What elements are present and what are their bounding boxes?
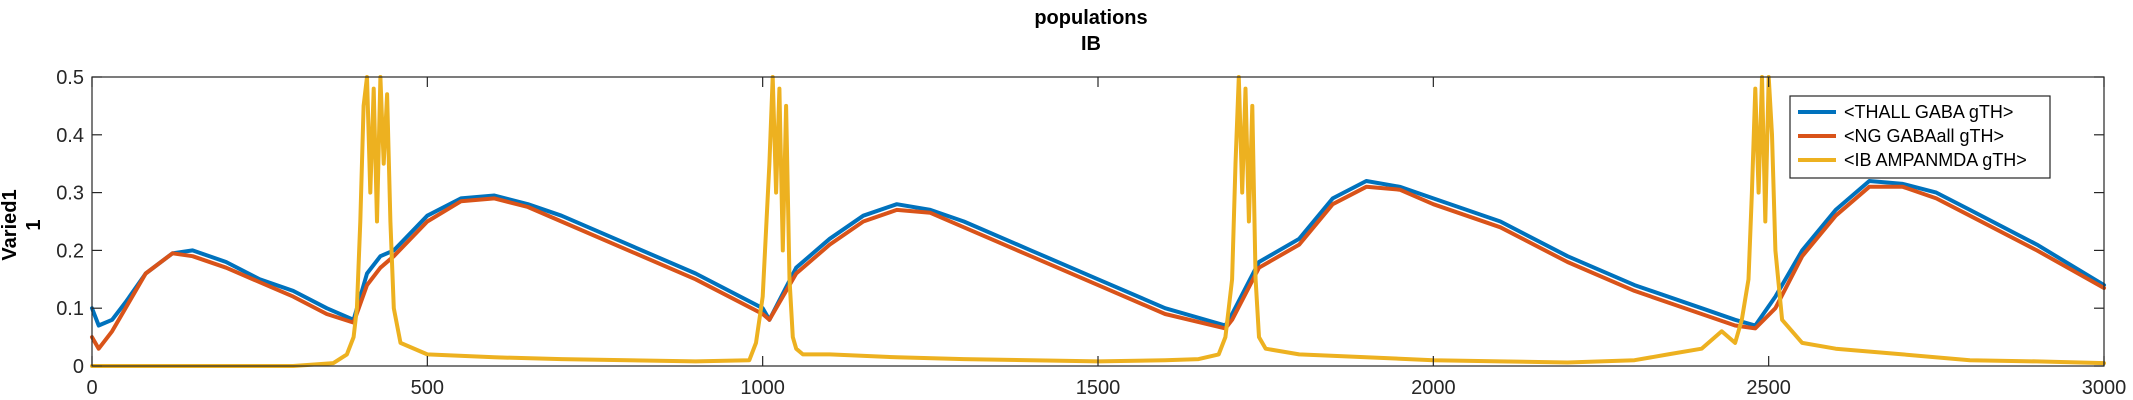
chart-title-line-1: populations [1034, 7, 1147, 29]
x-tick-label: 2000 [1411, 377, 1456, 399]
y-tick-label: 0 [73, 356, 84, 378]
legend-label-3: <IB AMPANMDA gTH> [1844, 150, 2027, 170]
x-tick-label: 0 [86, 377, 97, 399]
series-line-1 [90, 179, 2106, 328]
legend-label-2: <NG GABAall gTH> [1844, 126, 2004, 146]
x-tick-label: 500 [411, 377, 444, 399]
y-axis-ticks: 0 0.1 0.2 0.3 0.4 0.5 [56, 67, 2104, 378]
legend-label-1: <THALL GABA gTH> [1844, 102, 2013, 122]
y-tick-label: 0.4 [56, 125, 84, 147]
legend: <THALL GABA gTH> <NG GABAall gTH> <IB AMPA… [1789, 95, 2051, 179]
series-line-2 [90, 184, 2106, 351]
series-layer [90, 75, 2106, 368]
x-tick-label: 2500 [1746, 377, 1791, 399]
x-tick-label: 3000 [2082, 377, 2127, 399]
x-tick-label: 1500 [1076, 377, 1121, 399]
y-axis-label-line-1: Varied1 [0, 189, 21, 260]
x-axis-ticks: 0 500 1000 1500 2000 2500 3000 [86, 77, 2126, 399]
y-tick-label: 0.3 [56, 183, 84, 205]
y-tick-label: 0.5 [56, 67, 84, 89]
y-axis-label-line-2: 1 [23, 219, 45, 230]
y-tick-label: 0.1 [56, 298, 84, 320]
y-tick-label: 0.2 [56, 240, 84, 262]
y-axis-label: Varied1 1 [0, 189, 45, 260]
series-line-3 [90, 75, 2106, 368]
x-tick-label: 1000 [740, 377, 785, 399]
chart-title-line-2: IB [1081, 33, 1101, 55]
